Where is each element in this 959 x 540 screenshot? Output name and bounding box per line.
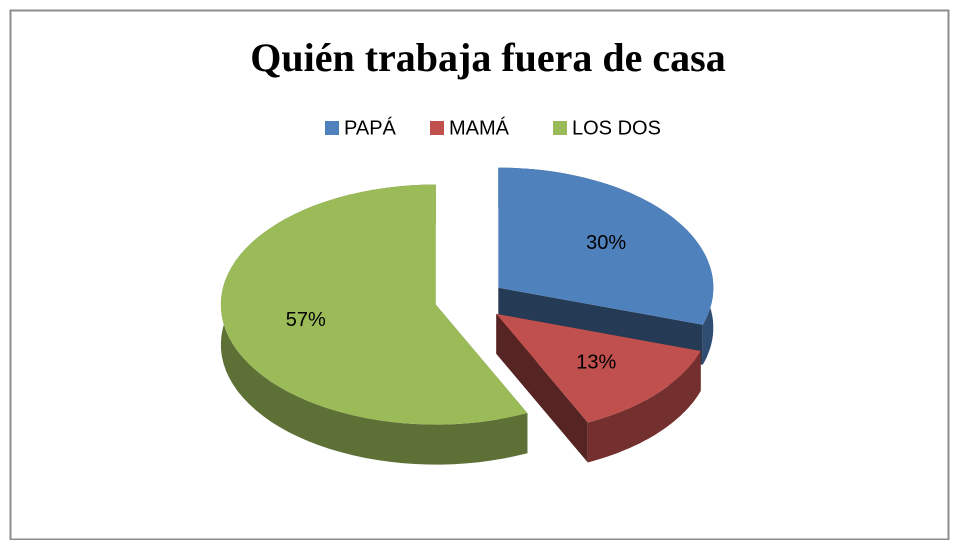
slice [220, 184, 528, 425]
slice-wall [496, 313, 588, 463]
slice [498, 167, 714, 325]
legend-label: PAPÁ [344, 116, 397, 139]
slice [496, 313, 701, 423]
legend-label: MAMÁ [449, 116, 510, 139]
data-label: 30% [586, 232, 626, 254]
legend-swatch [325, 121, 339, 135]
legend-swatch [553, 121, 567, 135]
chart-title: Quién trabaja fuera de casa [250, 35, 726, 80]
data-label: 57% [286, 309, 326, 331]
legend-swatch [430, 121, 444, 135]
data-label: 13% [576, 351, 616, 373]
legend-label: LOS DOS [572, 117, 661, 139]
slice-side [220, 184, 528, 465]
slice-side [587, 351, 701, 463]
